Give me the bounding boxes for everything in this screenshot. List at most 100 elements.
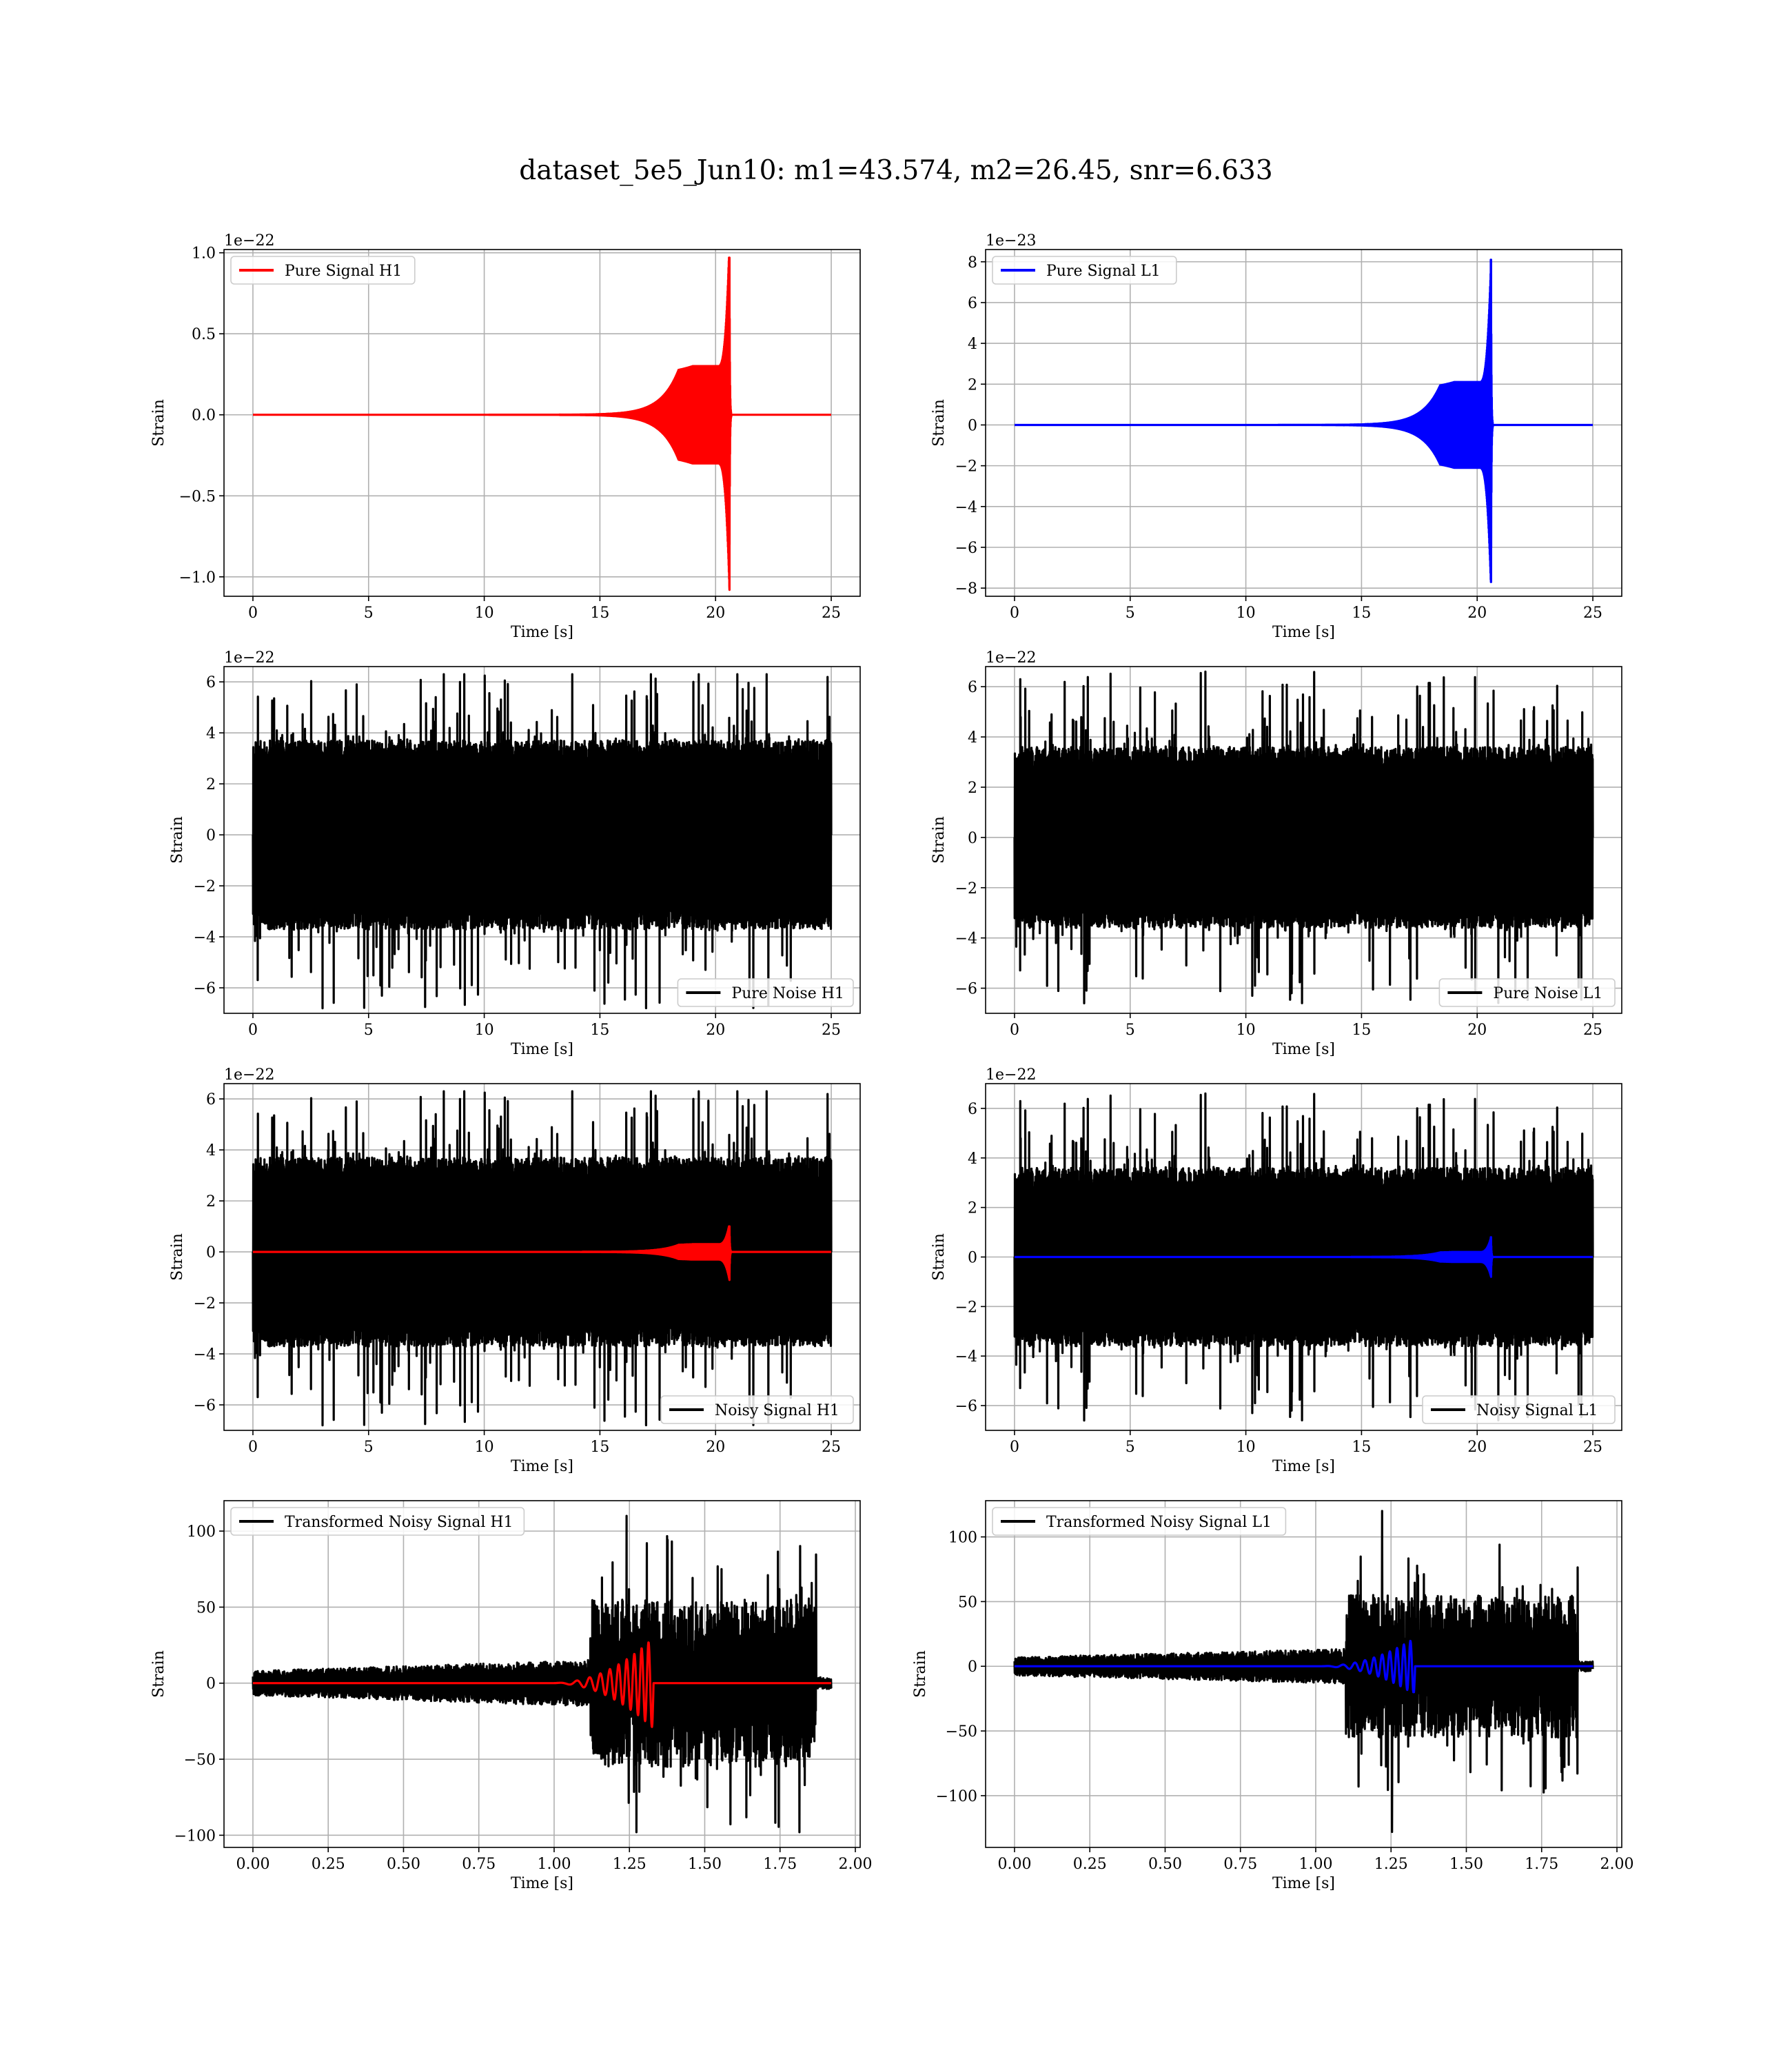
y-tick-label: 0 bbox=[968, 1250, 977, 1267]
x-tick-label: 25 bbox=[1583, 1022, 1602, 1039]
legend-label: Transformed Noisy Signal L1 bbox=[1046, 1514, 1272, 1531]
y-tick-label: 0.0 bbox=[192, 407, 216, 425]
x-axis-label: Time [s] bbox=[511, 1875, 573, 1892]
x-tick-label: 0 bbox=[1010, 1022, 1019, 1039]
x-tick-label: 1.00 bbox=[1299, 1856, 1332, 1873]
plot-area bbox=[1013, 670, 1594, 1004]
x-tick-label: 20 bbox=[706, 1022, 725, 1039]
legend: Transformed Noisy Signal H1 bbox=[230, 1507, 525, 1536]
y-tick-label: −4 bbox=[955, 1348, 977, 1366]
axes-frame bbox=[985, 1500, 1622, 1848]
y-tick-label: −1.0 bbox=[179, 569, 216, 587]
x-tick-label: 5 bbox=[1126, 1439, 1135, 1456]
plot-area bbox=[252, 673, 833, 1010]
y-tick-label: −6 bbox=[955, 981, 977, 998]
y-tick-label: −50 bbox=[946, 1723, 977, 1741]
offset-text: 1e−22 bbox=[224, 1066, 274, 1084]
subplot-pure-signal-h1: 0 5 10 15 20 25 −1.0 −0.5 0.0 0.5 1.0 Time [s] Strai… bbox=[150, 232, 861, 641]
subplot-noisy-signal-l1: 0 5 10 15 20 25 −6 −4 −2 0 2 4 6 Time [s] Strain 1e−22 N… bbox=[930, 1066, 1622, 1475]
axes-frame bbox=[985, 249, 1622, 597]
x-tick-label: 1.25 bbox=[613, 1856, 646, 1873]
y-axis-label: Strain bbox=[169, 1233, 186, 1281]
series-line-transformed-noisy-signal-l1 bbox=[1013, 1510, 1594, 1834]
y-tick-label: −6 bbox=[194, 1397, 216, 1415]
x-tick-label: 0 bbox=[248, 1022, 258, 1039]
x-tick-label: 0.00 bbox=[997, 1856, 1031, 1873]
x-tick-label: 10 bbox=[1236, 1022, 1256, 1039]
y-tick-label: −2 bbox=[194, 1295, 216, 1312]
x-tick-label: 20 bbox=[1467, 1439, 1487, 1456]
x-tick-label: 0.75 bbox=[1223, 1856, 1257, 1873]
x-tick-label: 25 bbox=[822, 1022, 841, 1039]
offset-text: 1e−22 bbox=[224, 649, 274, 667]
x-tick-label: 15 bbox=[590, 1439, 609, 1456]
y-axis-label: Strain bbox=[930, 399, 948, 447]
axes-frame bbox=[223, 1500, 861, 1848]
x-tick-label: 1.50 bbox=[688, 1856, 722, 1873]
x-tick-label: 10 bbox=[1236, 1439, 1256, 1456]
legend: Pure Noise L1 bbox=[1438, 978, 1616, 1007]
x-tick-label: 5 bbox=[364, 1439, 374, 1456]
y-tick-label: 0 bbox=[968, 830, 977, 847]
y-axis-label: Strain bbox=[150, 1650, 167, 1698]
y-tick-label: 8 bbox=[968, 254, 977, 272]
y-tick-label: −4 bbox=[955, 499, 977, 516]
y-tick-label: 0 bbox=[968, 417, 977, 434]
x-axis-label: Time [s] bbox=[1272, 1458, 1335, 1475]
y-tick-label: −6 bbox=[955, 1398, 977, 1415]
x-tick-label: 25 bbox=[822, 605, 841, 622]
y-tick-label: −6 bbox=[955, 540, 977, 557]
y-tick-label: 50 bbox=[958, 1594, 977, 1611]
legend-label: Pure Signal H1 bbox=[285, 263, 402, 280]
x-tick-label: 25 bbox=[1583, 1439, 1602, 1456]
y-tick-label: 1.0 bbox=[192, 245, 216, 263]
x-tick-label: 15 bbox=[1352, 1022, 1371, 1039]
legend-box bbox=[230, 256, 416, 285]
legend-box bbox=[992, 1507, 1287, 1536]
axes-frame bbox=[223, 249, 861, 597]
series-line-noisy-signal-h1 bbox=[252, 1090, 833, 1427]
y-tick-label: 2 bbox=[968, 1200, 977, 1217]
y-tick-label: 4 bbox=[968, 729, 977, 747]
legend: Pure Signal L1 bbox=[992, 256, 1177, 285]
y-tick-label: 4 bbox=[968, 336, 977, 353]
x-tick-label: 10 bbox=[1236, 605, 1256, 622]
y-axis-label: Strain bbox=[150, 399, 167, 447]
y-tick-label: 100 bbox=[187, 1523, 216, 1541]
y-tick-label: −4 bbox=[194, 929, 216, 946]
y-tick-label: 0 bbox=[206, 1244, 216, 1261]
offset-text: 1e−22 bbox=[986, 1066, 1036, 1084]
x-tick-label: 1.25 bbox=[1374, 1856, 1408, 1873]
x-tick-label: 2.00 bbox=[839, 1856, 873, 1873]
x-tick-label: 25 bbox=[822, 1439, 841, 1456]
y-tick-label: −50 bbox=[184, 1752, 216, 1769]
y-axis-label: Strain bbox=[169, 816, 186, 864]
legend: Noisy Signal H1 bbox=[660, 1395, 854, 1424]
x-tick-label: 15 bbox=[590, 605, 609, 622]
y-tick-label: 4 bbox=[206, 1142, 216, 1159]
y-tick-label: −8 bbox=[955, 580, 977, 598]
x-tick-label: 15 bbox=[590, 1022, 609, 1039]
y-tick-label: 6 bbox=[206, 674, 216, 691]
legend-box bbox=[230, 1507, 525, 1536]
x-tick-label: 20 bbox=[706, 1439, 725, 1456]
plot-area bbox=[252, 1090, 833, 1427]
subplot-noisy-signal-h1: 0 5 10 15 20 25 −6 −4 −2 0 2 4 6 Time [s] Strain 1e−22 N… bbox=[169, 1066, 861, 1475]
x-tick-label: 0.75 bbox=[462, 1856, 496, 1873]
series-line-noisy-signal-l1 bbox=[1013, 1092, 1594, 1422]
series-line-pure-signal-h1 bbox=[252, 256, 833, 591]
legend-label: Pure Noise L1 bbox=[1493, 985, 1602, 1002]
series-line-overlay bbox=[252, 1225, 833, 1281]
legend-box bbox=[677, 978, 854, 1007]
figure-title: dataset_5e5_Jun10: m1=43.574, m2=26.45, … bbox=[519, 155, 1273, 186]
y-tick-label: 2 bbox=[206, 776, 216, 793]
offset-text: 1e−22 bbox=[224, 232, 274, 250]
series-line-pure-noise-h1 bbox=[252, 673, 833, 1010]
x-tick-label: 1.50 bbox=[1449, 1856, 1483, 1873]
legend-label: Noisy Signal L1 bbox=[1476, 1402, 1598, 1419]
subplot-pure-noise-h1: 0 5 10 15 20 25 −6 −4 −2 0 2 4 6 Time [s] Strain 1e−22 P… bbox=[169, 649, 861, 1058]
x-tick-label: 20 bbox=[1467, 1022, 1487, 1039]
y-tick-label: 6 bbox=[968, 679, 977, 696]
